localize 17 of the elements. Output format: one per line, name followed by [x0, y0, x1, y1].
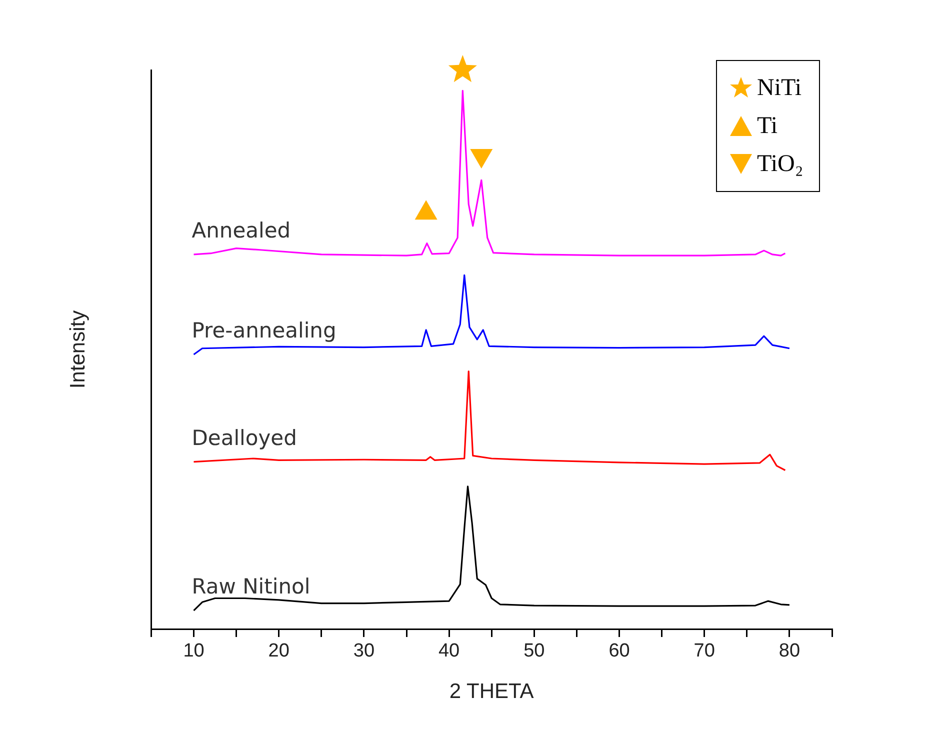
series-label: Dealloyed: [192, 426, 297, 450]
x-tick-label: 10: [183, 640, 204, 662]
y-axis-title: Intensity: [66, 310, 90, 389]
x-tick-label: 70: [694, 640, 715, 662]
legend-label: Ti: [757, 112, 778, 140]
x-tick-label: 80: [778, 640, 800, 662]
x-tick-label: 30: [353, 640, 375, 662]
x-tick-label: 40: [438, 640, 460, 662]
legend-label: TiO₂: [757, 150, 804, 178]
series-label: Annealed: [192, 218, 291, 242]
series-label: Pre-annealing: [192, 318, 336, 342]
x-tick-label: 20: [268, 640, 290, 662]
x-tick-label: 50: [524, 640, 545, 662]
x-axis-title: 2 THETA: [449, 680, 534, 704]
legend-label: NiTi: [757, 74, 802, 102]
x-tick-label: 60: [608, 640, 630, 662]
series-label: Raw Nitinol: [192, 574, 310, 599]
